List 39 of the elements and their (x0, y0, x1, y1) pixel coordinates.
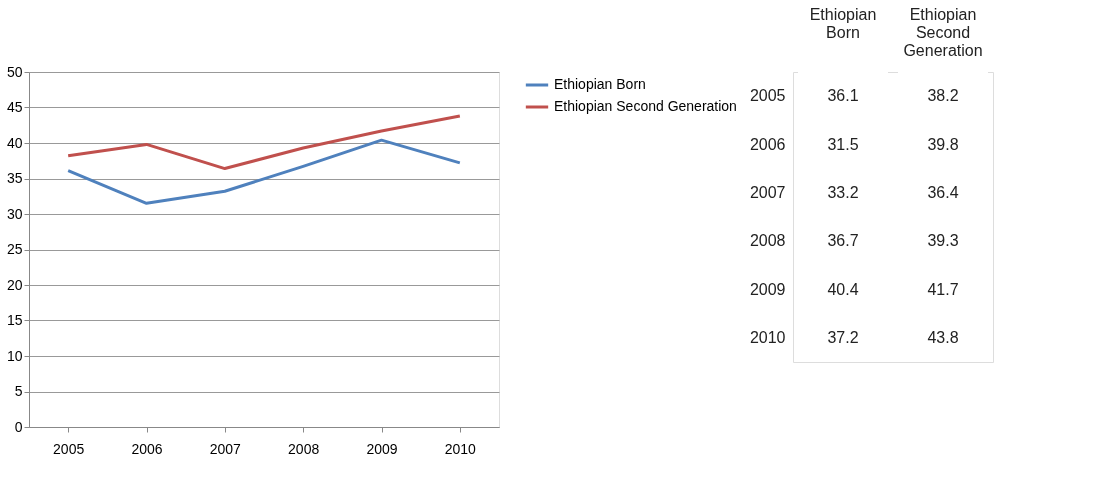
line-series (66, 114, 462, 171)
x-tick-label: 2007 (209, 440, 242, 457)
y-tick-label: 15 (6, 312, 23, 328)
data-label: 41.7 (927, 280, 959, 298)
data-label: 33.2 (827, 183, 859, 201)
x-tick-label: 2009 (366, 440, 398, 457)
y-tick-label: 0 (14, 418, 23, 435)
legend-label: Ethiopian Born (554, 76, 646, 92)
x-tick-label: 2005 (53, 440, 85, 457)
data-label: 40.4 (827, 280, 859, 298)
y-tick-label: 25 (6, 241, 23, 257)
data-label: 38.2 (927, 87, 959, 105)
data-label: 39.3 (927, 232, 959, 250)
data-label: 36.1 (827, 87, 859, 105)
y-tick-label: 5 (14, 383, 23, 399)
y-tick-label: 20 (6, 276, 23, 293)
y-tick-label: 2008 (749, 232, 786, 250)
y-tick-label: 45 (6, 99, 23, 115)
y-tick-label: 2007 (749, 183, 786, 201)
data-label: 43.8 (927, 328, 959, 346)
y-tick-label: 2009 (749, 280, 786, 298)
data-label: 39.8 (927, 135, 959, 153)
y-tick-label: 30 (6, 205, 23, 222)
data-label: 36.7 (827, 232, 859, 250)
line-series (66, 138, 462, 205)
legend-label: Ethiopian Second Generation (554, 98, 737, 114)
y-tick-label: 50 (6, 63, 23, 80)
data-label: 37.2 (827, 328, 859, 346)
x-tick-label: 2010 (444, 440, 477, 457)
y-tick-label: 10 (6, 347, 23, 364)
data-label: 31.5 (827, 135, 859, 153)
y-tick-label: 35 (6, 170, 23, 186)
x-tick-label: 2006 (131, 440, 163, 457)
data-label: 36.4 (927, 183, 959, 201)
y-tick-label: 2010 (749, 328, 786, 346)
x-tick-label: 2008 (288, 440, 320, 457)
y-tick-label: 2006 (749, 135, 786, 153)
y-tick-label: 2005 (749, 87, 786, 105)
y-tick-label: 40 (6, 134, 23, 151)
